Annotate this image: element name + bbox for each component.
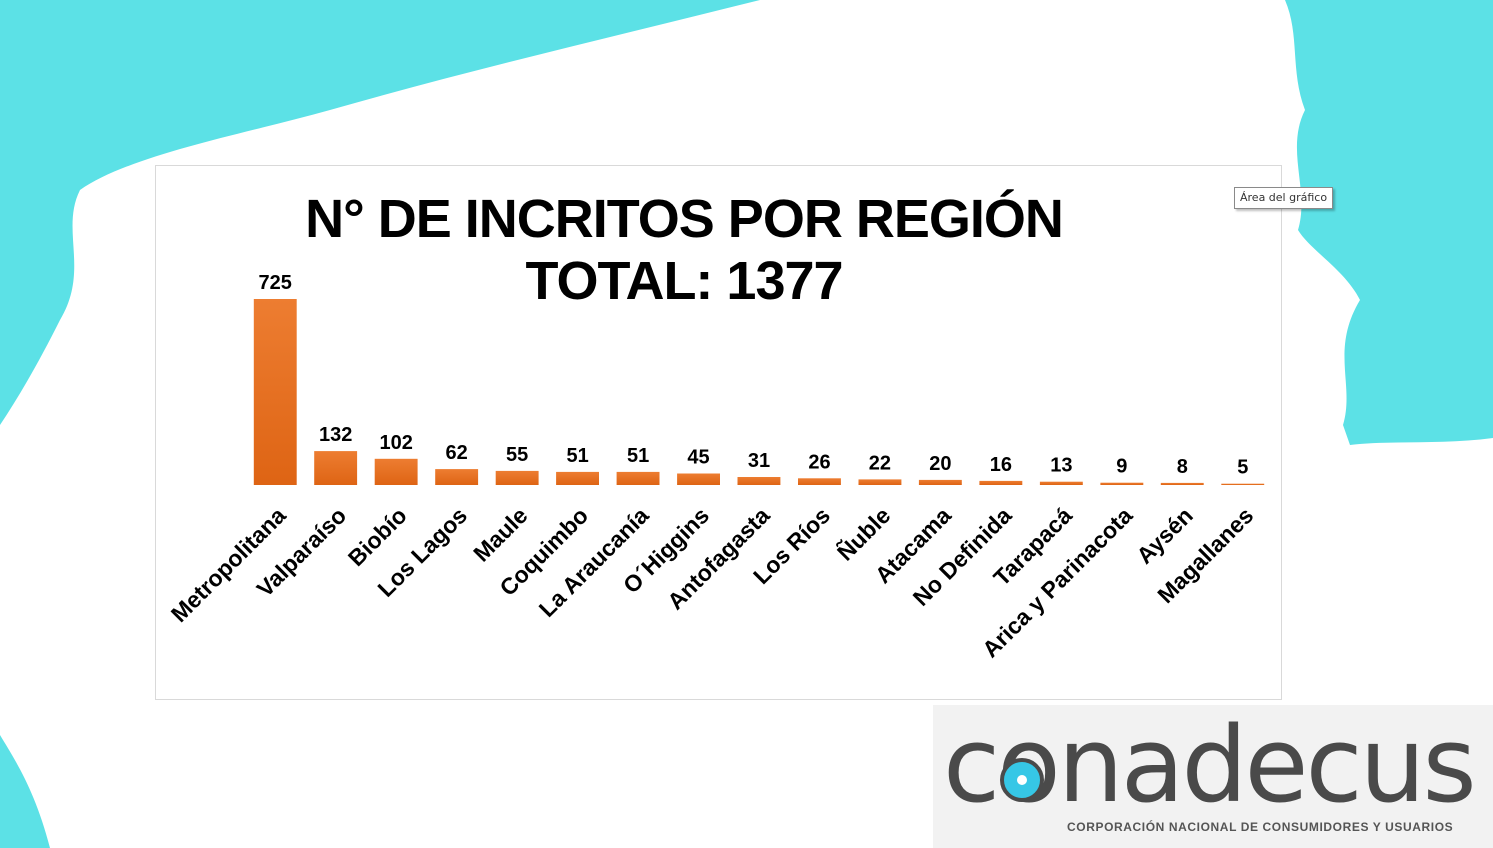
data-label-4: 55 xyxy=(506,444,528,466)
data-label-2: 102 xyxy=(380,432,413,454)
data-label-16: 5 xyxy=(1237,457,1248,479)
data-label-11: 20 xyxy=(929,453,951,475)
bar-2[interactable] xyxy=(374,458,418,485)
data-label-7: 45 xyxy=(687,447,709,469)
data-label-12: 16 xyxy=(990,454,1012,476)
bar-12[interactable] xyxy=(979,480,1023,485)
data-label-0: 725 xyxy=(259,272,292,294)
chart-area[interactable] xyxy=(155,165,1282,700)
bar-5[interactable] xyxy=(556,471,599,485)
bar-16[interactable] xyxy=(1221,483,1265,485)
data-label-10: 22 xyxy=(869,452,891,474)
bar-3[interactable] xyxy=(435,469,479,485)
data-label-6: 51 xyxy=(627,445,649,467)
bar-4[interactable] xyxy=(495,470,539,485)
chart-title: N° DE INCRITOS POR REGIÓN xyxy=(305,189,1064,249)
bar-13[interactable] xyxy=(1039,481,1083,485)
bar-8[interactable] xyxy=(737,477,781,485)
data-label-5: 51 xyxy=(566,445,588,467)
bar-0[interactable] xyxy=(253,299,297,485)
data-label-14: 9 xyxy=(1116,456,1127,478)
data-label-1: 132 xyxy=(319,424,352,446)
bar-1[interactable] xyxy=(314,451,358,485)
bar-6[interactable] xyxy=(616,471,660,485)
bar-9[interactable] xyxy=(798,478,841,485)
bar-10[interactable] xyxy=(858,479,902,485)
logo-eye-icon xyxy=(1000,758,1044,802)
top-left-brush-shape xyxy=(0,0,760,425)
data-label-9: 26 xyxy=(808,451,830,473)
bar-11[interactable] xyxy=(918,479,962,485)
data-label-3: 62 xyxy=(445,442,467,464)
bar-chart: 725Metropolitana132Valparaíso102Biobío62… xyxy=(166,272,1265,662)
chart-area-tooltip: Área del gráfico xyxy=(1234,187,1334,209)
bottom-left-brush-shape xyxy=(0,735,50,848)
chart-subtitle: TOTAL: 1377 xyxy=(525,251,843,311)
data-label-13: 13 xyxy=(1050,455,1072,477)
data-label-15: 8 xyxy=(1177,456,1188,478)
right-brush-shape xyxy=(1285,0,1493,445)
bar-7[interactable] xyxy=(677,473,720,486)
bar-15[interactable] xyxy=(1160,482,1204,485)
data-label-8: 31 xyxy=(748,450,770,472)
bar-14[interactable] xyxy=(1100,482,1144,485)
logo-tagline: CORPORACIÓN NACIONAL DE CONSUMIDORES Y U… xyxy=(1067,820,1454,834)
